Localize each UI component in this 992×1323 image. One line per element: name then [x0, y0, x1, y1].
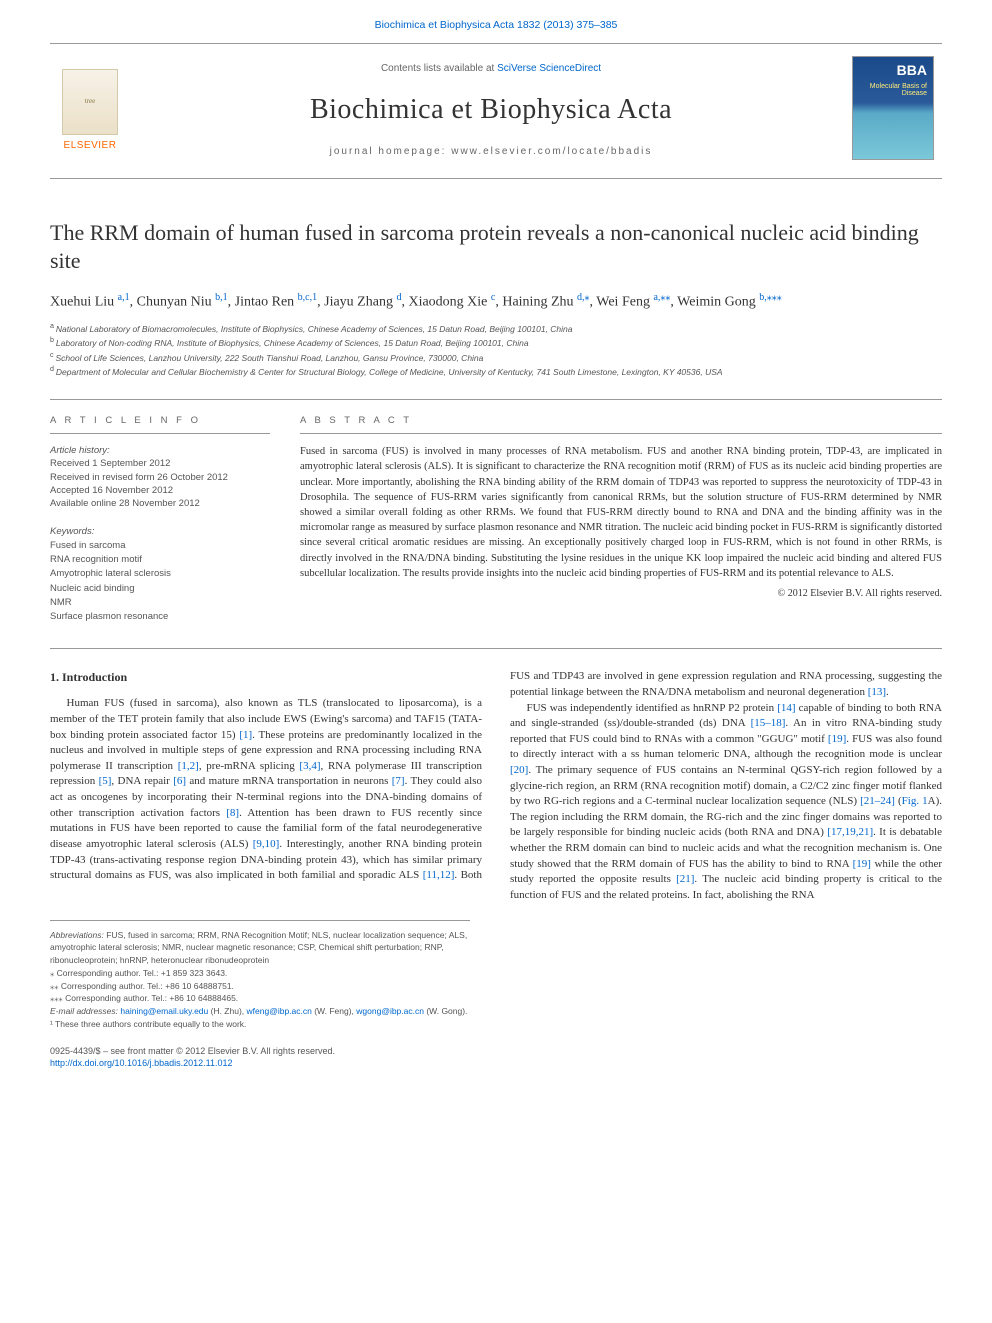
- ref-11-12[interactable]: [11,12]: [423, 869, 455, 881]
- affiliation-line: c School of Life Sciences, Lanzhou Unive…: [50, 350, 942, 365]
- corr-1: ⁎ Corresponding author. Tel.: +1 859 323…: [50, 967, 470, 980]
- author-name: , Chunyan Niu: [130, 295, 216, 310]
- elsevier-wordmark: ELSEVIER: [64, 139, 117, 153]
- article-info-column: A R T I C L E I N F O Article history: R…: [50, 414, 270, 625]
- ref-19b[interactable]: [19]: [853, 858, 871, 870]
- author-name: Xuehui Liu: [50, 295, 118, 310]
- history-line: Received 1 September 2012: [50, 457, 270, 470]
- ref-8[interactable]: [8]: [226, 807, 239, 819]
- cover-abbrev: BBA: [897, 63, 927, 77]
- article-info-label: A R T I C L E I N F O: [50, 414, 270, 434]
- doi-link[interactable]: http://dx.doi.org/10.1016/j.bbadis.2012.…: [50, 1058, 232, 1068]
- ref-21b[interactable]: [21]: [676, 873, 694, 885]
- top-citation-link[interactable]: Biochimica et Biophysica Acta 1832 (2013…: [375, 19, 618, 31]
- abbrev-text: FUS, fused in sarcoma; RRM, RNA Recognit…: [50, 930, 467, 966]
- abstract-label: A B S T R A C T: [300, 414, 942, 434]
- history-line: Received in revised form 26 October 2012: [50, 471, 270, 484]
- keyword-line: Nucleic acid binding: [50, 582, 270, 596]
- footer: 0925-4439/$ – see front matter © 2012 El…: [50, 1045, 942, 1070]
- corr-3: ⁎⁎⁎ Corresponding author. Tel.: +86 10 6…: [50, 992, 470, 1005]
- journal-name: Biochimica et Biophysica Acta: [130, 90, 852, 129]
- top-citation: Biochimica et Biophysica Acta 1832 (2013…: [0, 0, 992, 43]
- abstract-copyright: © 2012 Elsevier B.V. All rights reserved…: [300, 587, 942, 601]
- intro-para-2: FUS was independently identified as hnRN…: [510, 701, 942, 904]
- author-affil-sup[interactable]: b,1: [215, 292, 228, 303]
- cover-subtitle: Molecular Basis of Disease: [853, 83, 927, 98]
- affiliation-line: d Department of Molecular and Cellular B…: [50, 364, 942, 379]
- email-link[interactable]: haining@email.uky.edu: [120, 1006, 208, 1016]
- journal-header: tree ELSEVIER Contents lists available a…: [50, 43, 942, 179]
- ref-3-4[interactable]: [3,4]: [299, 760, 320, 772]
- keyword-line: Surface plasmon resonance: [50, 610, 270, 624]
- abbreviations-line: Abbreviations: FUS, fused in sarcoma; RR…: [50, 929, 470, 967]
- history-line: Accepted 16 November 2012: [50, 484, 270, 497]
- footnotes: Abbreviations: FUS, fused in sarcoma; RR…: [50, 920, 470, 1031]
- history-label: Article history:: [50, 444, 270, 457]
- author-affil-sup[interactable]: d,⁎: [577, 292, 590, 303]
- email-link[interactable]: wfeng@ibp.ac.cn: [247, 1006, 312, 1016]
- info-abstract-row: A R T I C L E I N F O Article history: R…: [50, 399, 942, 625]
- homepage-url[interactable]: www.elsevier.com/locate/bbadis: [451, 146, 652, 157]
- abstract-text: Fused in sarcoma (FUS) is involved in ma…: [300, 444, 942, 581]
- keywords-block: Keywords: Fused in sarcomaRNA recognitio…: [50, 525, 270, 625]
- fig-1-link[interactable]: Fig. 1: [902, 795, 928, 807]
- keyword-line: NMR: [50, 596, 270, 610]
- ref-17-19-21[interactable]: [17,19,21]: [827, 826, 873, 838]
- author-name: , Weimin Gong: [670, 295, 759, 310]
- ref-20[interactable]: [20]: [510, 764, 528, 776]
- affiliation-line: a National Laboratory of Biomacromolecul…: [50, 321, 942, 336]
- ref-19[interactable]: [19]: [828, 733, 846, 745]
- front-matter-line: 0925-4439/$ – see front matter © 2012 El…: [50, 1045, 942, 1058]
- keyword-line: Amyotrophic lateral sclerosis: [50, 567, 270, 581]
- corr-2: ⁎⁎ Corresponding author. Tel.: +86 10 64…: [50, 980, 470, 993]
- keyword-line: RNA recognition motif: [50, 553, 270, 567]
- header-center: Contents lists available at SciVerse Sci…: [130, 62, 852, 159]
- journal-cover: BBA Molecular Basis of Disease: [852, 56, 942, 166]
- body-columns: 1. Introduction Human FUS (fused in sarc…: [50, 648, 942, 903]
- ref-14[interactable]: [14]: [777, 702, 795, 714]
- contents-line: Contents lists available at SciVerse Sci…: [130, 62, 852, 76]
- ref-5[interactable]: [5]: [99, 775, 112, 787]
- affiliations: a National Laboratory of Biomacromolecul…: [50, 321, 942, 379]
- homepage-line: journal homepage: www.elsevier.com/locat…: [130, 145, 852, 159]
- author-name: , Jiayu Zhang: [317, 295, 396, 310]
- article-title: The RRM domain of human fused in sarcoma…: [50, 219, 942, 276]
- author-name: , Wei Feng: [590, 295, 654, 310]
- ref-13[interactable]: [13]: [868, 686, 886, 698]
- authors-line: Xuehui Liu a,1, Chunyan Niu b,1, Jintao …: [50, 290, 942, 313]
- email-label: E-mail addresses:: [50, 1006, 120, 1016]
- bba-cover-icon: BBA Molecular Basis of Disease: [852, 56, 934, 160]
- homepage-prefix: journal homepage:: [330, 146, 452, 157]
- abbrev-label: Abbreviations:: [50, 930, 104, 940]
- author-affil-sup[interactable]: b,⁎⁎⁎: [759, 292, 782, 303]
- ref-1[interactable]: [1]: [239, 729, 252, 741]
- keyword-line: Fused in sarcoma: [50, 539, 270, 553]
- affiliation-line: b Laboratory of Non-coding RNA, Institut…: [50, 335, 942, 350]
- email-link[interactable]: wgong@ibp.ac.cn: [356, 1006, 424, 1016]
- elsevier-logo: tree ELSEVIER: [50, 66, 130, 156]
- elsevier-tree-icon: tree: [62, 69, 118, 135]
- keywords-label: Keywords:: [50, 525, 270, 539]
- author-name: , Jintao Ren: [228, 295, 298, 310]
- author-affil-sup[interactable]: a,1: [118, 292, 130, 303]
- intro-heading: 1. Introduction: [50, 669, 482, 686]
- ref-9-10[interactable]: [9,10]: [253, 838, 280, 850]
- ref-6[interactable]: [6]: [173, 775, 186, 787]
- equal-contribution: ¹ These three authors contribute equally…: [50, 1018, 470, 1031]
- ref-21-24[interactable]: [21–24]: [860, 795, 895, 807]
- sciencedirect-link[interactable]: SciVerse ScienceDirect: [497, 63, 601, 74]
- email-line: E-mail addresses: haining@email.uky.edu …: [50, 1005, 470, 1018]
- abstract-column: A B S T R A C T Fused in sarcoma (FUS) i…: [300, 414, 942, 625]
- author-name: , Xiaodong Xie: [401, 295, 490, 310]
- history-line: Available online 28 November 2012: [50, 497, 270, 510]
- ref-15-18[interactable]: [15–18]: [751, 717, 786, 729]
- author-name: , Haining Zhu: [495, 295, 577, 310]
- author-affil-sup[interactable]: a,⁎⁎: [653, 292, 670, 303]
- author-affil-sup[interactable]: b,c,1: [298, 292, 317, 303]
- contents-prefix: Contents lists available at: [381, 63, 497, 74]
- article-history: Article history: Received 1 September 20…: [50, 444, 270, 510]
- ref-7[interactable]: [7]: [392, 775, 405, 787]
- ref-1-2[interactable]: [1,2]: [178, 760, 199, 772]
